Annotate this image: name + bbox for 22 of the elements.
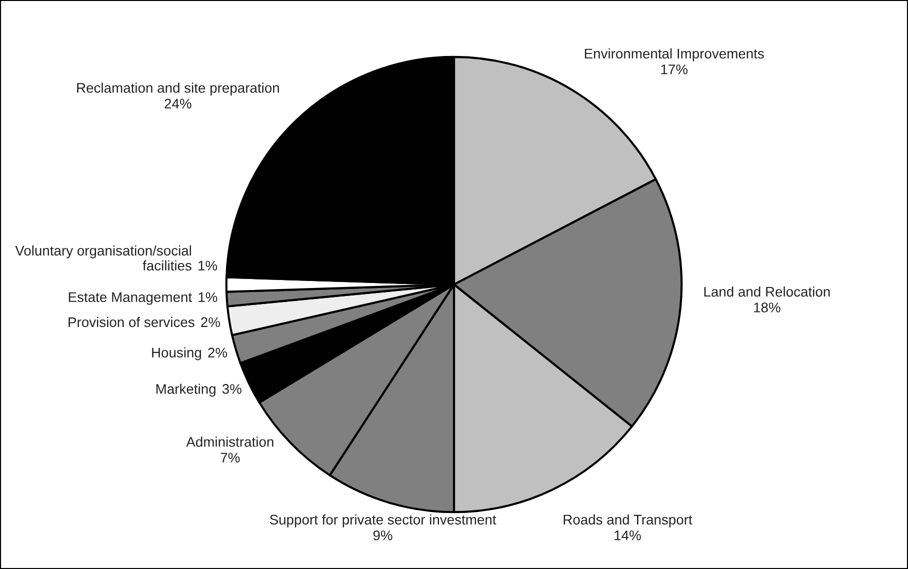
- data-label: 1%: [198, 260, 218, 270]
- slice-label: Support for private sector investment: [270, 514, 496, 528]
- data-label: 7%: [220, 452, 240, 462]
- data-label: 17%: [661, 64, 688, 74]
- slice-label: Housing: [152, 347, 202, 360]
- data-label: 2%: [201, 317, 220, 328]
- slice-label: Administration: [186, 436, 274, 447]
- data-label: 3%: [222, 384, 242, 394]
- slice-label: Marketing: [156, 384, 216, 397]
- data-label: 9%: [373, 530, 392, 540]
- slice-label: Environmental Improvements: [584, 48, 764, 62]
- data-label: 24%: [164, 98, 192, 108]
- slice-label: Estate Management: [68, 292, 192, 305]
- data-label: 2%: [208, 348, 228, 358]
- slice-label: Roads and Transport: [564, 514, 692, 528]
- data-label: 18%: [754, 302, 780, 312]
- slice-label: Provision of services: [68, 316, 194, 328]
- data-label: 14%: [614, 530, 641, 540]
- slice-label: Reclamation and site preparation: [77, 82, 279, 96]
- slice-label: Voluntary organisation/social facilities: [15, 245, 192, 271]
- data-label: 1%: [198, 292, 218, 302]
- slice-label: Land and Relocation: [704, 286, 830, 297]
